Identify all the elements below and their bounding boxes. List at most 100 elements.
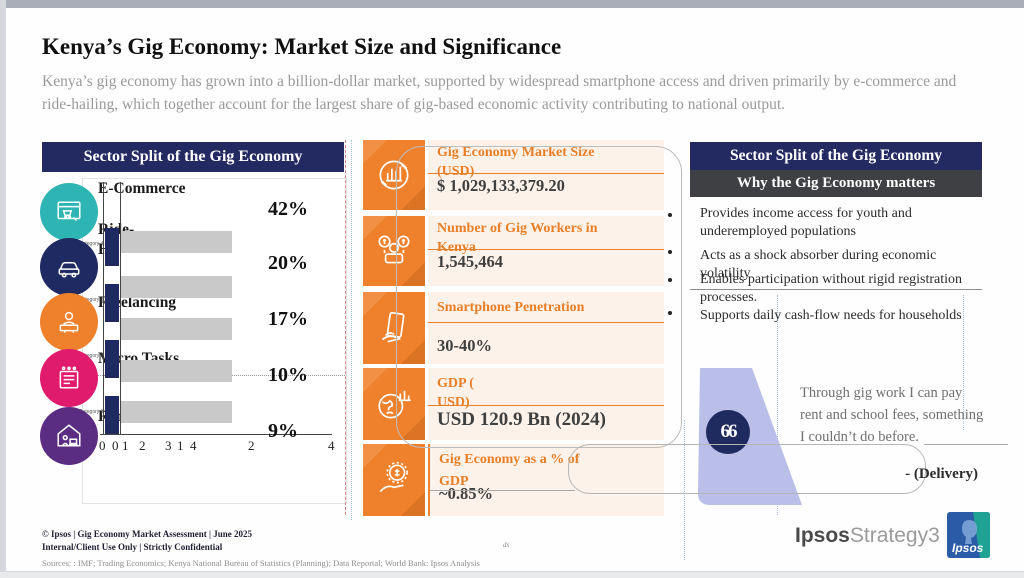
stat-divider xyxy=(428,249,664,250)
stat-title-line1: GDP ( xyxy=(437,376,474,391)
stat-title-line1: Gig Economy Market Size xyxy=(437,145,595,160)
sector-value-micro-tasks: 10% xyxy=(268,364,308,386)
axis-tick: 3 xyxy=(165,438,172,453)
outline-dot xyxy=(668,311,672,315)
strikethrough-line xyxy=(430,490,575,491)
chart-y-axis xyxy=(120,182,121,435)
stat-title-line1: Smartphone Penetration xyxy=(437,300,585,315)
sector-value-freelancing: 17% xyxy=(268,308,308,330)
stat-row-gdp: GDP ( USD) USD 120.9 Bn (2024) xyxy=(363,368,664,440)
bullet-income-access: Provides income access for youth and und… xyxy=(700,206,912,240)
quote-text: Through gig work I can pay rent and scho… xyxy=(800,385,984,445)
outline-dot xyxy=(668,278,672,282)
quote-banner-shape xyxy=(698,368,802,505)
ride-hailing-icon xyxy=(40,238,98,296)
stat-title-line1: Gig Economy as a % of xyxy=(439,452,580,467)
quote-attribution: - (Delivery) xyxy=(905,466,978,482)
right-panel-header: Sector Split of the Gig Economy xyxy=(690,142,982,170)
dotted-guide-line xyxy=(777,295,778,515)
brand-strategy3: Strategy3 xyxy=(849,524,940,547)
stat-content: Smartphone Penetration 30-40% xyxy=(428,292,664,364)
stat-value: 1,545,464 xyxy=(437,252,503,271)
footer-micro-mark: ds xyxy=(503,541,510,549)
sector-label-ecommerce: E-Commerce xyxy=(98,180,186,197)
stat-title-line2: (USD) xyxy=(437,164,475,179)
axis-tick: 2 xyxy=(248,438,255,453)
dotted-guide-line xyxy=(963,295,964,430)
gig-workers-icon xyxy=(363,216,425,286)
ipsos-logo: Ipsos xyxy=(947,512,990,558)
chart-x-axis xyxy=(100,434,332,435)
chart-y-axis xyxy=(103,182,104,435)
stat-title-line2: GDP xyxy=(439,474,469,489)
dotted-guide-line xyxy=(684,420,685,560)
outline-dot xyxy=(668,250,672,254)
placeholder-navy-bar xyxy=(105,340,119,378)
category-label: Category 2 xyxy=(79,353,104,359)
axis-tick: 4 xyxy=(190,438,197,453)
globe-gdp-icon xyxy=(363,368,425,440)
brand-wordmark: IpsosStrategy3 xyxy=(795,524,940,548)
axis-tick: 1 xyxy=(122,438,129,453)
stat-divider xyxy=(428,322,664,323)
placeholder-navy-bar xyxy=(105,396,119,434)
stat-value: ~0.85% xyxy=(439,484,493,503)
placeholder-navy-bar xyxy=(105,284,119,322)
stat-content: Gig Economy Market Size (USD) $ 1,029,13… xyxy=(428,140,664,210)
right-panel-subheader: Why the Gig Economy matters xyxy=(690,170,982,197)
ipsos-logo-label: Ipsos xyxy=(952,541,984,555)
stat-divider xyxy=(428,173,664,174)
stat-content: GDP ( USD) USD 120.9 Bn (2024) xyxy=(428,368,664,440)
ecommerce-icon xyxy=(40,183,98,241)
stat-row-gig-workers: Number of Gig Workers in Kenya 1,545,464 xyxy=(363,216,664,286)
page-title: Kenya’s Gig Economy: Market Size and Sig… xyxy=(42,34,562,59)
category-label: Category 1 xyxy=(79,409,104,415)
stat-row-market-size: Gig Economy Market Size (USD) $ 1,029,13… xyxy=(363,140,664,210)
stat-value: $ 1,029,133,379.20 xyxy=(437,176,565,195)
stat-row-gdp-percent: Gig Economy as a % of GDP ~0.85% xyxy=(363,444,664,516)
axis-tick: 4 xyxy=(328,438,335,453)
stat-value: 30-40% xyxy=(437,336,492,355)
axis-tick: 0 xyxy=(99,438,106,453)
category-label: Category 4 xyxy=(79,241,104,247)
sector-value-remote-work: 9% xyxy=(268,420,298,442)
window-left-edge xyxy=(0,0,6,578)
remote-work-icon xyxy=(40,407,98,465)
stat-title-line2: USD) xyxy=(437,395,470,410)
page-subtitle: Kenya’s gig economy has grown into a bil… xyxy=(42,73,957,114)
stat-content: Number of Gig Workers in Kenya 1,545,464 xyxy=(428,216,664,286)
bullet-cash-flow: Supports daily cash-flow needs for house… xyxy=(700,308,962,323)
quote-mark-icon: 66 xyxy=(706,410,750,454)
footer-sources: Sources: : IMF; Trading Economics; Kenya… xyxy=(42,558,480,568)
placeholder-navy-bar xyxy=(105,228,119,266)
placeholder-bar xyxy=(121,231,232,253)
hand-coin-icon xyxy=(363,444,425,516)
placeholder-bar xyxy=(121,401,232,423)
stat-title-line2: Kenya xyxy=(437,240,476,255)
window-top-edge xyxy=(0,0,1024,8)
freelancing-icon xyxy=(40,293,98,351)
stat-title-line1: Number of Gig Workers in xyxy=(437,221,598,236)
axis-tick: 0 xyxy=(112,438,119,453)
outline-dot xyxy=(668,213,672,217)
sector-value-ride: 20% xyxy=(268,252,308,274)
placeholder-bar xyxy=(121,360,232,382)
market-size-chart-icon xyxy=(363,140,425,210)
axis-tick: 1 xyxy=(177,438,184,453)
window-bottom-edge xyxy=(0,571,1024,578)
divider-line xyxy=(690,289,982,290)
micro-tasks-icon xyxy=(40,349,98,407)
brand-ipsos: Ipsos xyxy=(795,524,850,547)
axis-tick: 2 xyxy=(139,438,146,453)
footer-confidential: Internal/Client Use Only | Strictly Conf… xyxy=(42,542,223,552)
stat-content: Gig Economy as a % of GDP ~0.85% xyxy=(428,444,664,516)
stat-divider xyxy=(428,405,664,406)
left-panel-header: Sector Split of the Gig Economy xyxy=(42,142,344,172)
stat-value: USD 120.9 Bn (2024) xyxy=(437,409,606,430)
dashed-guide-line xyxy=(345,140,346,515)
bullet-participation: Enables participation without rigid regi… xyxy=(700,272,963,306)
horizontal-line xyxy=(924,444,1008,445)
smartphone-hand-icon xyxy=(363,292,425,364)
dotted-guide-line xyxy=(351,140,352,520)
